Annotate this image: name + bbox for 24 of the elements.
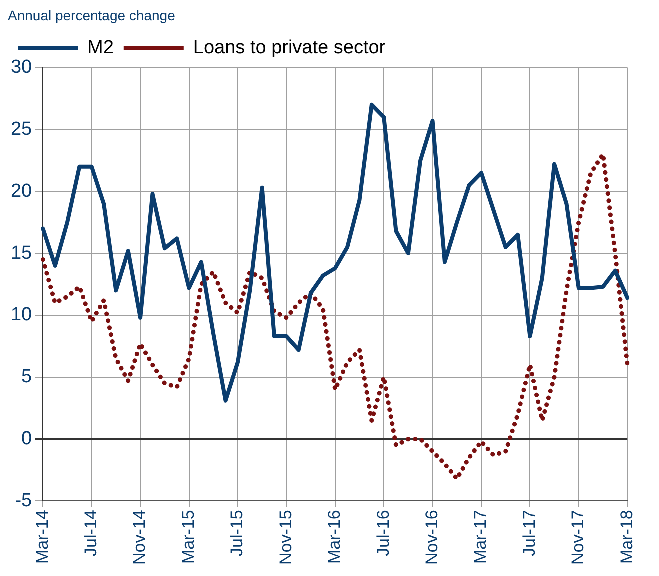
y-tick-label: 15 — [10, 242, 32, 264]
x-tick-label: Nov-14 — [130, 510, 150, 566]
y-tick-label: 20 — [10, 180, 32, 202]
y-tick-label: -5 — [15, 490, 32, 512]
x-tick-label: Nov-16 — [422, 510, 442, 566]
y-tick-label: 0 — [22, 428, 32, 450]
x-tick-label: Mar-18 — [617, 510, 636, 564]
x-tick-label: Mar-14 — [32, 510, 52, 564]
x-tick-label: Nov-17 — [568, 510, 588, 566]
x-tick-label: Mar-16 — [325, 510, 344, 564]
x-tick-label: Mar-17 — [471, 510, 490, 564]
y-tick-label: 25 — [10, 118, 32, 140]
legend-label: M2 — [88, 38, 114, 59]
x-tick-label: Nov-15 — [276, 510, 296, 566]
x-tick-label: Mar-15 — [178, 510, 198, 564]
legend-label: Loans to private sector — [193, 38, 386, 59]
x-tick-label: Jul-16 — [374, 510, 393, 557]
y-tick-label: 30 — [10, 57, 32, 78]
x-tick-label: Jul-14 — [82, 510, 101, 557]
chart-title: Annual percentage change — [8, 7, 176, 24]
x-tick-label: Jul-17 — [520, 510, 539, 557]
x-tick-label: Jul-15 — [228, 510, 247, 557]
y-tick-label: 5 — [22, 366, 32, 388]
y-tick-label: 10 — [10, 304, 32, 326]
